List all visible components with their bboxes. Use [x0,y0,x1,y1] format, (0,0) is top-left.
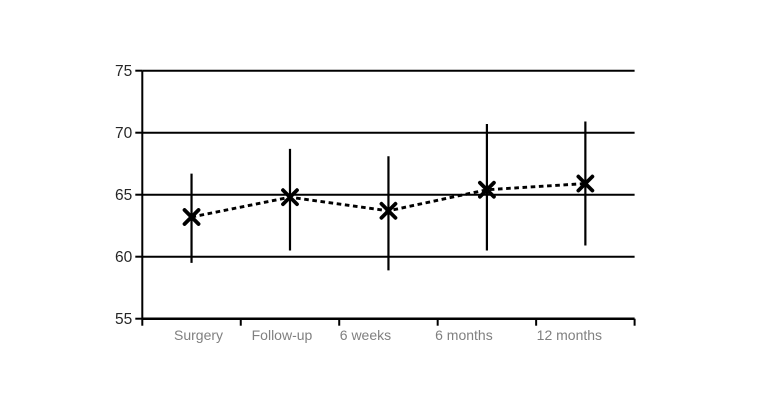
x-axis-label: 12 months [537,327,602,343]
y-axis-tick-label: 55 [115,311,132,328]
data-point-marker [182,208,201,226]
y-axis-tick-label: 60 [115,249,133,266]
y-axis-tick-label: 75 [115,63,132,80]
x-axis-label: 6 months [435,327,493,343]
y-axis-tick-label: 70 [115,125,133,142]
y-axis-tick-label: 65 [115,187,132,204]
x-axis-label: Surgery [174,327,223,343]
x-axis-label: Follow-up [252,327,313,343]
x-axis-label: 6 weeks [340,327,391,343]
data-point-marker [576,174,595,193]
data-point-marker [478,180,496,199]
data-point-marker [379,201,398,220]
data-point-marker [281,188,299,207]
